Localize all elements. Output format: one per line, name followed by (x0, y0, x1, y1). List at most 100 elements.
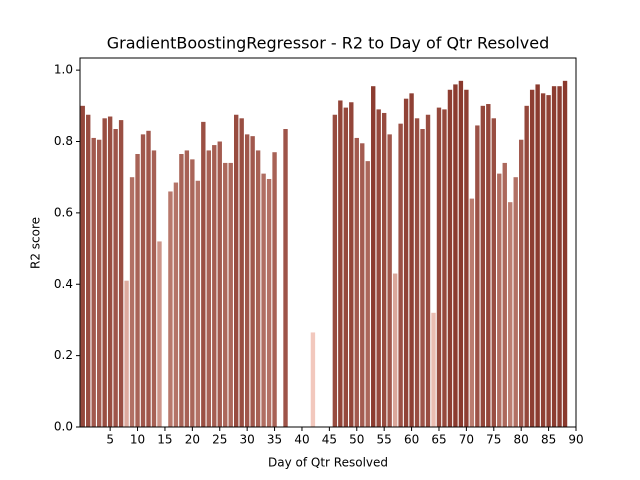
bar (102, 118, 107, 427)
bar (414, 118, 420, 427)
x-tick-label: 55 (377, 433, 392, 447)
bar (365, 161, 370, 427)
bar (96, 139, 102, 427)
x-tick-label: 85 (541, 433, 556, 447)
bar (371, 86, 376, 428)
bar (535, 84, 540, 427)
bar (338, 100, 343, 428)
bar (546, 95, 551, 427)
bar (113, 129, 118, 428)
x-tick-label: 20 (185, 433, 200, 447)
bar (244, 134, 250, 427)
bar (464, 89, 469, 428)
bar (376, 109, 381, 427)
bar (480, 105, 486, 427)
x-tick-label: 80 (514, 433, 529, 447)
y-tick-label: 1.0 (54, 63, 73, 77)
bar (201, 121, 206, 427)
bar (91, 137, 96, 427)
bar (250, 136, 255, 427)
bar (486, 104, 491, 428)
bar (453, 84, 458, 427)
x-tick-label: 50 (349, 433, 364, 447)
bar (431, 312, 436, 427)
x-tick-label: 65 (431, 433, 446, 447)
bar (513, 177, 518, 427)
bar (118, 120, 124, 427)
bar (458, 80, 464, 428)
y-axis-label: R2 score (29, 217, 43, 269)
bar (529, 89, 535, 428)
x-tick-label: 10 (130, 433, 145, 447)
bar (135, 153, 140, 427)
bar (80, 105, 85, 427)
bar (140, 134, 146, 427)
y-tick-label: 0.2 (54, 348, 73, 362)
chart-title: GradientBoostingRegressor - R2 to Day of… (107, 34, 550, 53)
bar (234, 114, 239, 427)
bar (310, 332, 316, 427)
x-axis-label: Day of Qtr Resolved (268, 456, 388, 470)
bar (551, 86, 557, 428)
bar (354, 137, 359, 427)
bar (332, 114, 338, 427)
bar (360, 143, 365, 427)
bar (195, 180, 201, 427)
bar (173, 182, 179, 427)
bar (228, 162, 233, 427)
bar (502, 162, 507, 427)
bar (524, 105, 529, 427)
bar (343, 107, 349, 428)
bar (398, 123, 403, 427)
bar (349, 102, 354, 427)
x-tick-label: 25 (212, 433, 227, 447)
bar (425, 114, 431, 427)
bar (239, 118, 244, 427)
bar (129, 177, 135, 427)
bar (179, 153, 184, 427)
x-tick-label: 30 (240, 433, 255, 447)
bar (146, 130, 151, 427)
y-tick-label: 0.8 (54, 134, 73, 148)
bar (403, 98, 409, 427)
bar (562, 80, 568, 428)
bar (217, 141, 222, 427)
bar (475, 125, 480, 427)
bar (381, 112, 387, 427)
bar (168, 191, 173, 427)
bar (206, 150, 211, 427)
bar (255, 150, 261, 427)
bar (86, 114, 91, 427)
x-tick-label: 75 (486, 433, 501, 447)
bar (557, 86, 562, 428)
bar (436, 107, 442, 428)
bar (157, 241, 162, 427)
bar (212, 145, 217, 427)
axes-frame (79, 57, 577, 428)
bar (184, 150, 190, 427)
bar (540, 93, 546, 428)
bar (508, 202, 513, 427)
bar (392, 273, 398, 427)
x-tick-label: 15 (157, 433, 172, 447)
bar (447, 89, 453, 428)
bar (283, 129, 288, 428)
x-tick-label: 35 (267, 433, 282, 447)
bar (442, 109, 447, 427)
bar (223, 162, 228, 427)
bar (272, 152, 277, 427)
x-tick-label: 90 (568, 433, 583, 447)
bar (107, 116, 113, 427)
bar (124, 280, 129, 427)
bar (420, 129, 425, 428)
bar (266, 178, 272, 427)
x-tick-label: 5 (106, 433, 114, 447)
bar (387, 134, 392, 427)
bar (151, 150, 157, 427)
bar (190, 159, 195, 427)
bar (261, 173, 266, 427)
bar (519, 139, 524, 427)
bar (469, 198, 475, 427)
x-tick-label: 60 (404, 433, 419, 447)
